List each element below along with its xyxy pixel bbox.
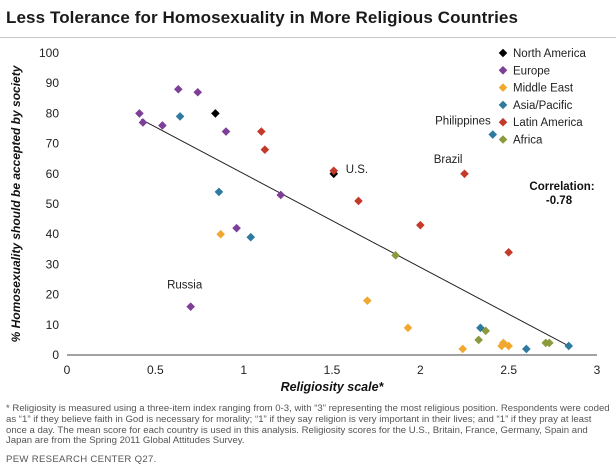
data-point-latin-america — [329, 166, 339, 176]
annotation-label: U.S. — [346, 164, 368, 176]
x-tick-label: 0 — [64, 363, 71, 377]
legend-label: North America — [513, 48, 586, 60]
x-tick-label: 1.5 — [324, 363, 341, 377]
y-tick-label: 40 — [46, 227, 60, 241]
annotation-label: Brazil — [434, 154, 463, 166]
legend-label: Asia/Pacific — [513, 100, 573, 112]
y-tick-label: 30 — [46, 257, 60, 271]
data-point-africa — [481, 326, 490, 336]
data-point-latin-america — [416, 220, 425, 230]
data-point-north-america — [211, 109, 220, 118]
y-tick-label: 100 — [39, 46, 59, 60]
legend-marker — [498, 48, 508, 58]
annotations-layer: Philippines Brazil U.S. Russia — [167, 116, 491, 292]
correlation-value: -0.78 — [546, 195, 573, 207]
y-tick-label: 10 — [46, 318, 60, 332]
title-divider — [0, 37, 616, 38]
data-point-europe — [174, 84, 183, 94]
legend-label: Europe — [513, 65, 550, 77]
data-points-layer — [135, 84, 574, 354]
data-point-europe — [138, 118, 148, 127]
annotation-label: Russia — [167, 280, 203, 292]
legend: North America Europe Middle East Asia/Pacif… — [498, 48, 586, 147]
annotation-label: Philippines — [435, 116, 491, 128]
correlation-label: Correlation: — [529, 181, 594, 193]
source-credit: PEW RESEARCH CENTER Q27. — [6, 454, 157, 465]
y-tick-label: 20 — [46, 288, 60, 302]
data-point-middle-east — [458, 344, 468, 354]
y-tick-label: 80 — [46, 106, 60, 120]
data-point-latin-america — [354, 196, 363, 206]
trendline — [140, 118, 569, 347]
data-point-europe — [186, 302, 195, 311]
x-tick-label: 2.5 — [500, 363, 517, 377]
x-tick-label: 3 — [594, 363, 601, 377]
legend-marker — [498, 100, 508, 110]
legend-marker — [498, 66, 508, 75]
data-point-latin-america — [460, 169, 469, 179]
data-point-latin-america — [504, 248, 513, 257]
x-tick-label: 0.5 — [147, 363, 164, 377]
data-point-africa — [391, 251, 400, 260]
legend-marker — [498, 117, 508, 127]
data-point-africa — [545, 338, 554, 348]
data-point-latin-america — [260, 145, 270, 154]
x-tick-label: 2 — [417, 363, 424, 377]
x-axis-label: Religiosity scale* — [281, 380, 385, 394]
legend-marker — [498, 83, 508, 92]
data-point-africa — [474, 335, 483, 345]
y-tick-label: 70 — [46, 137, 60, 151]
y-tick-label: 90 — [46, 76, 60, 90]
footnote: * Religiosity is measured using a three-… — [6, 403, 610, 447]
y-tick-label: 0 — [52, 348, 59, 362]
x-tick-label: 1 — [240, 363, 247, 377]
y-tick-label: 60 — [46, 167, 60, 181]
trendline-layer — [140, 118, 569, 347]
data-point-asia-pacific — [175, 112, 185, 121]
data-point-asia-pacific — [476, 323, 485, 333]
y-tick-label: 50 — [46, 197, 60, 211]
data-point-asia-pacific — [522, 344, 531, 354]
chart-title: Less Tolerance for Homosexuality in More… — [6, 8, 519, 27]
legend-label: Africa — [513, 135, 543, 147]
data-point-asia-pacific — [214, 187, 224, 197]
data-point-latin-america — [257, 127, 266, 136]
data-point-europe — [276, 190, 286, 200]
data-point-middle-east — [504, 341, 513, 351]
legend-label: Latin America — [513, 117, 583, 129]
data-point-europe — [193, 87, 203, 97]
data-point-europe — [158, 121, 167, 130]
data-point-europe — [135, 109, 144, 118]
data-point-middle-east — [216, 229, 225, 239]
data-point-asia-pacific — [488, 130, 498, 139]
data-point-asia-pacific — [564, 341, 574, 351]
data-point-europe — [232, 223, 241, 233]
data-point-asia-pacific — [246, 232, 256, 242]
y-axis-label: % Homosexuality should be accepted by so… — [9, 64, 23, 342]
data-point-middle-east — [403, 323, 413, 333]
data-point-europe — [221, 127, 231, 136]
data-point-middle-east — [363, 296, 372, 305]
legend-label: Middle East — [513, 83, 574, 95]
legend-marker — [498, 135, 508, 144]
